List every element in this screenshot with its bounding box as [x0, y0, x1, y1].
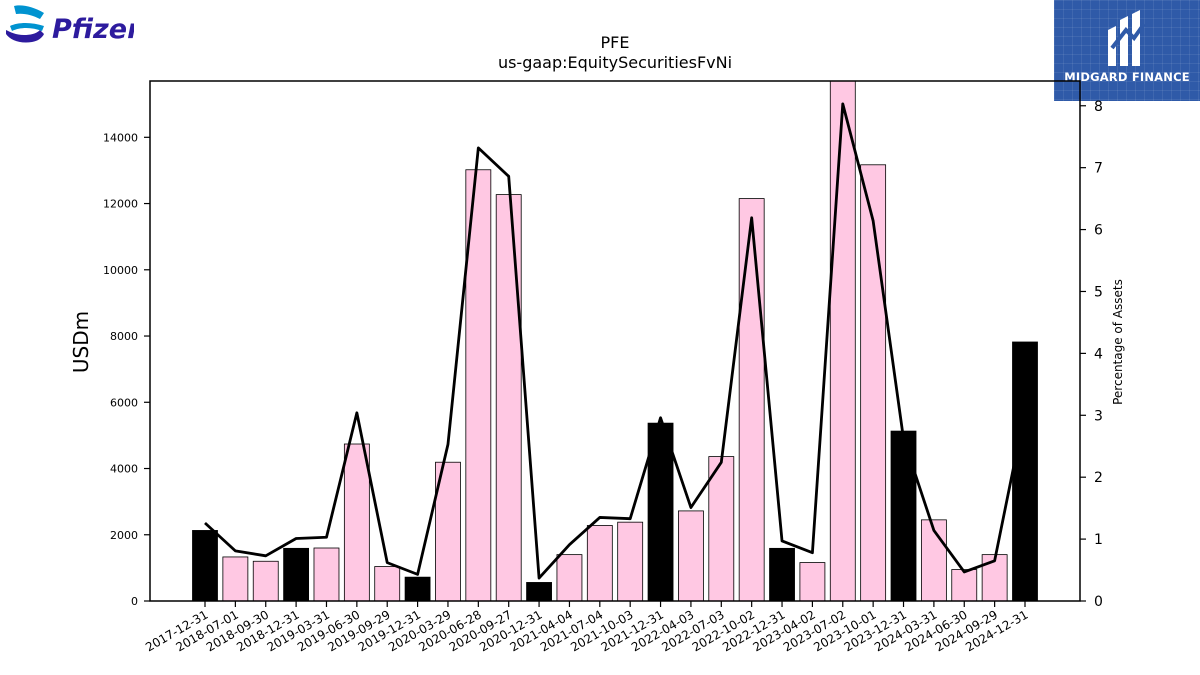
bar-2018-12-31 — [283, 547, 310, 602]
y-tick-label: 0 — [131, 595, 138, 608]
y2-tick-label: 8 — [1094, 99, 1103, 115]
pfizer-logo: Pfizer — [4, 4, 142, 56]
y2-tick-label: 3 — [1094, 408, 1103, 424]
bar-2020-09-27 — [495, 194, 522, 602]
bar-2021-10-03 — [617, 521, 644, 602]
bar-2019-06-30 — [343, 443, 370, 602]
y2-tick-label: 6 — [1094, 223, 1103, 239]
y-tick-label: 14000 — [103, 131, 138, 144]
y2-tick-label: 4 — [1094, 346, 1103, 362]
bar-2024-06-30 — [951, 569, 978, 602]
y2-tick-label: 2 — [1094, 470, 1103, 486]
bar-2024-03-31 — [920, 519, 947, 602]
bar-2020-12-31 — [526, 582, 552, 602]
pfizer-logo-icon: Pfizer — [6, 5, 142, 45]
bar-2018-09-30 — [252, 560, 279, 602]
y-tick-label: 10000 — [103, 264, 138, 277]
y-axis: 0 2000 4000 6000 8000 10000 12000 14000 — [103, 131, 150, 608]
plot-frame — [149, 80, 1081, 602]
bar-2017-12-31 — [192, 530, 218, 602]
bar-2023-12-31 — [890, 430, 917, 602]
y-tick-label: 2000 — [110, 529, 138, 542]
midgard-finance-logo-icon — [1108, 10, 1146, 66]
x-axis: 2017-12-312018-07-012018-09-302018-12-31… — [143, 601, 1031, 654]
y-tick-label: 6000 — [110, 396, 138, 409]
bar-2018-07-01 — [222, 556, 249, 602]
bar-2023-10-01 — [860, 164, 887, 602]
bar-2023-04-02 — [799, 562, 826, 602]
bar-2019-09-29 — [374, 566, 401, 602]
bar-2022-04-03 — [678, 510, 704, 602]
y2-tick-label: 1 — [1094, 532, 1103, 548]
pfizer-logo-text: Pfizer — [52, 14, 134, 45]
y2-tick-label: 5 — [1094, 284, 1103, 300]
bar-series — [192, 80, 1038, 602]
midgard-finance-logo: MIDGARD FINANCE — [1054, 0, 1200, 101]
bar-2019-03-31 — [313, 547, 340, 602]
bar-2022-10-02 — [738, 198, 765, 602]
line-series — [204, 102, 1027, 580]
y-axis-label: USDm — [69, 311, 93, 373]
y2-axis: 0 1 2 3 4 5 6 7 8 — [1080, 99, 1103, 610]
bar-2022-07-03 — [708, 456, 735, 602]
percentage-line — [204, 102, 1027, 580]
bar-2023-07-02 — [829, 80, 856, 602]
bar-2021-07-04 — [586, 525, 613, 602]
bar-2019-12-31 — [404, 576, 431, 602]
bar-2021-04-04 — [556, 554, 583, 602]
y-tick-label: 12000 — [103, 198, 138, 211]
y2-axis-label: Percentage of Assets — [1111, 279, 1125, 405]
y-tick-label: 8000 — [110, 330, 138, 343]
chart-subtitle: us-gaap:EquitySecuritiesFvNi — [498, 53, 732, 72]
y2-tick-label: 0 — [1094, 594, 1103, 610]
y2-tick-label: 7 — [1094, 161, 1103, 177]
y-tick-label: 4000 — [110, 463, 138, 476]
bar-2022-12-31 — [769, 547, 795, 602]
chart-title: PFE — [601, 33, 630, 52]
bar-2024-12-31 — [1012, 341, 1038, 602]
midgard-finance-logo-text: MIDGARD FINANCE — [1064, 70, 1190, 84]
bar-2021-12-31 — [647, 422, 674, 602]
